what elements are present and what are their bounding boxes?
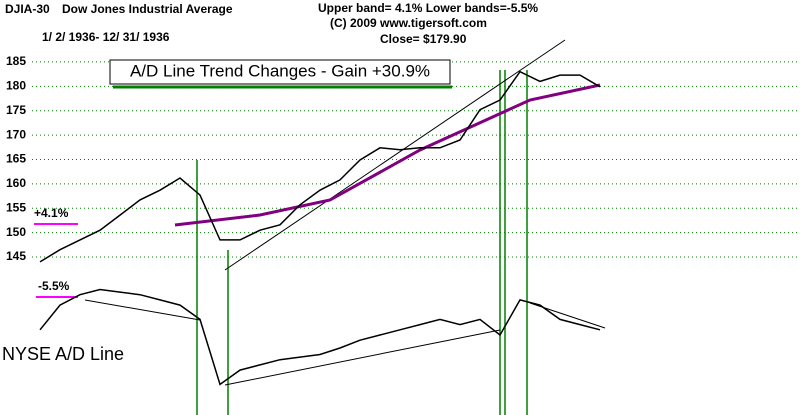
header-bands: Upper band= 4.1% Lower bands=-5.5% <box>318 1 538 15</box>
ad-line-label: NYSE A/D Line <box>2 344 124 364</box>
header-symbol: DJIA-30 <box>5 2 50 16</box>
y-tick-label: 175 <box>6 103 26 117</box>
y-tick-label: 180 <box>6 78 26 92</box>
title-box <box>109 59 451 85</box>
data-line <box>39 70 601 263</box>
y-tick-label: 145 <box>6 249 26 263</box>
trend-lines <box>84 39 606 386</box>
chart-title: A/D Line Trend Changes - Gain +30.9% <box>130 61 430 80</box>
lower-band-label: -5.5% <box>38 279 70 293</box>
y-tick-label: 170 <box>6 127 26 141</box>
y-tick-label: 165 <box>6 152 26 166</box>
header-dates: 1/ 2/ 1936- 12/ 31/ 1936 <box>42 30 170 44</box>
header-name: Dow Jones Industrial Average <box>62 2 233 16</box>
upper-band-label: +4.1% <box>34 206 69 220</box>
y-tick-label: 160 <box>6 176 26 190</box>
y-tick-label: 155 <box>6 200 26 214</box>
moving-average <box>174 83 601 227</box>
y-tick-label: 150 <box>6 225 26 239</box>
data-line <box>39 288 601 386</box>
trend-line <box>224 39 566 271</box>
signal-lines <box>196 70 528 415</box>
trend-line <box>84 299 201 321</box>
header-copyright: (C) 2009 www.tigersoft.com <box>330 16 487 30</box>
header-close: Close= $179.90 <box>380 32 467 46</box>
y-tick-label: 185 <box>6 54 26 68</box>
trend-line <box>224 329 501 386</box>
